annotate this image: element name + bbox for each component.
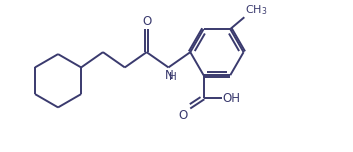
Text: O: O — [142, 15, 151, 28]
Text: H: H — [169, 72, 177, 82]
Text: N: N — [164, 69, 173, 81]
Text: O: O — [179, 109, 188, 122]
Text: OH: OH — [223, 92, 241, 105]
Text: CH$_3$: CH$_3$ — [245, 3, 268, 17]
